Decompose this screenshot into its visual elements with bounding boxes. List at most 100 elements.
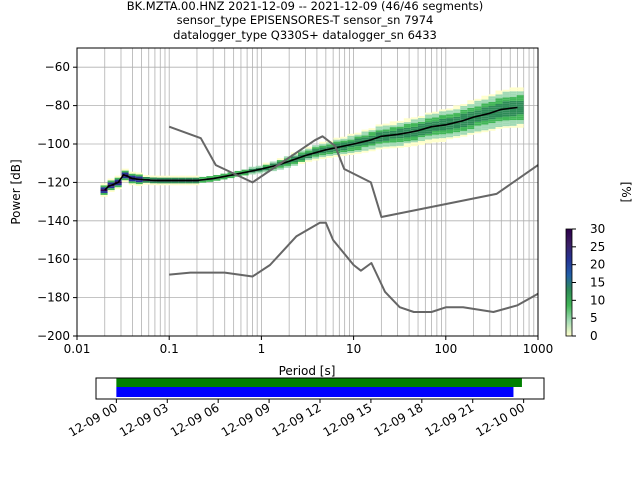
heatmap-cell bbox=[255, 167, 263, 170]
heatmap-cell bbox=[424, 124, 433, 127]
heatmap-cell bbox=[424, 129, 433, 132]
heatmap-cell bbox=[100, 191, 108, 193]
heatmap-cell bbox=[382, 137, 390, 139]
y-tick-label: −120 bbox=[37, 175, 70, 189]
heatmap-cell bbox=[446, 121, 454, 124]
heatmap-cell bbox=[481, 99, 489, 102]
heatmap-cell bbox=[326, 155, 334, 158]
heatmap-cell bbox=[248, 166, 256, 169]
heatmap-cell bbox=[439, 138, 447, 141]
heatmap-cell bbox=[460, 134, 468, 137]
heatmap-cell bbox=[114, 183, 122, 186]
heatmap-cell bbox=[417, 123, 425, 126]
heatmap-cell bbox=[375, 147, 383, 150]
heatmap-cell bbox=[488, 101, 496, 104]
heatmap-cell bbox=[354, 148, 362, 150]
heatmap-cell bbox=[340, 142, 348, 145]
heatmap-cell bbox=[248, 172, 256, 175]
heatmap-cell bbox=[121, 170, 129, 173]
heatmap-cell bbox=[424, 118, 433, 121]
heatmap-cell bbox=[509, 114, 517, 117]
heatmap-cell bbox=[446, 112, 454, 115]
heatmap-cell bbox=[312, 158, 320, 161]
heatmap-cell bbox=[192, 181, 200, 184]
heatmap-cell bbox=[375, 126, 383, 129]
heatmap-cell bbox=[488, 109, 496, 112]
heatmap-cell bbox=[305, 150, 313, 153]
heatmap-cell bbox=[432, 117, 440, 120]
heatmap-cell bbox=[114, 187, 122, 190]
heatmap-cell bbox=[516, 118, 524, 121]
heatmap-cell bbox=[361, 148, 369, 151]
heatmap-cell bbox=[453, 124, 461, 127]
heatmap-cell bbox=[382, 138, 390, 141]
heatmap-cell bbox=[410, 144, 418, 147]
heatmap-cell bbox=[481, 101, 489, 104]
heatmap-cell bbox=[502, 120, 510, 123]
low-noise-model-line bbox=[169, 221, 539, 313]
coverage-tick-label: 12-09 09 bbox=[219, 400, 273, 439]
heatmap-cell bbox=[481, 97, 489, 100]
heatmap-cell bbox=[410, 132, 418, 135]
heatmap-cell bbox=[149, 183, 157, 186]
heatmap-cell bbox=[354, 132, 362, 135]
grid bbox=[77, 48, 538, 337]
heatmap-cell bbox=[446, 127, 454, 130]
y-tick-label: −180 bbox=[37, 291, 70, 305]
heatmap-cell bbox=[149, 181, 157, 184]
heatmap-cell bbox=[509, 110, 517, 113]
heatmap-cell bbox=[389, 130, 397, 133]
heatmap-cell bbox=[375, 132, 383, 135]
x-tick-label: 0.1 bbox=[160, 342, 179, 356]
heatmap-cell bbox=[375, 141, 383, 144]
heatmap-cell bbox=[460, 104, 468, 106]
heatmap-cell bbox=[424, 120, 433, 123]
heatmap-cell bbox=[382, 127, 390, 130]
heatmap-cell bbox=[453, 136, 461, 139]
heatmap-cell bbox=[432, 127, 440, 129]
heatmap-cell bbox=[502, 110, 510, 113]
heatmap-cell bbox=[368, 149, 376, 152]
heatmap-cell bbox=[467, 113, 475, 116]
heatmap-cell bbox=[305, 152, 313, 155]
heatmap-cell bbox=[488, 100, 496, 102]
heatmap-cell bbox=[142, 180, 150, 183]
heatmap-cell bbox=[446, 125, 454, 128]
coverage-tick-label: 12-10 00 bbox=[473, 400, 527, 439]
x-axis-ticks: 0.01 0.1 1 10 100 1000 bbox=[64, 336, 553, 356]
colorbar-tick-label: 20 bbox=[590, 258, 605, 272]
heatmap-cell bbox=[474, 102, 482, 105]
y-tick-label: −60 bbox=[45, 60, 70, 74]
heatmap-cell bbox=[516, 106, 524, 109]
heatmap-cell bbox=[375, 139, 383, 142]
heatmap-cell bbox=[333, 137, 341, 140]
coverage-bar-green bbox=[116, 378, 522, 387]
heatmap-cell bbox=[460, 123, 468, 126]
heatmap-cell bbox=[502, 124, 510, 127]
heatmap-cell bbox=[121, 172, 129, 175]
heatmap-cell bbox=[481, 95, 489, 98]
heatmap-cell bbox=[446, 119, 454, 122]
heatmap-cell bbox=[439, 120, 447, 123]
heatmap-cell bbox=[403, 124, 411, 126]
heatmap-cell bbox=[417, 129, 425, 132]
heatmap-cell bbox=[178, 177, 186, 180]
colorbar-tick-label: 10 bbox=[590, 293, 605, 307]
heatmap-cell bbox=[283, 162, 291, 164]
heatmap-cell bbox=[410, 123, 418, 126]
heatmap-cell bbox=[410, 128, 418, 131]
heatmap-cell bbox=[460, 132, 468, 135]
heatmap-cell bbox=[474, 110, 482, 113]
heatmap-cell bbox=[396, 120, 404, 123]
heatmap-cell bbox=[460, 109, 468, 112]
heatmap-cell bbox=[368, 135, 376, 138]
heatmap-cell bbox=[368, 139, 376, 142]
heatmap-cell bbox=[495, 123, 503, 126]
x-tick-label: 0.01 bbox=[64, 342, 91, 356]
heatmap-cell bbox=[164, 177, 172, 180]
coverage-tick-label: 12-09 18 bbox=[372, 400, 426, 439]
heatmap-cell bbox=[171, 183, 179, 186]
heatmap-cell bbox=[290, 156, 299, 159]
heatmap-cell bbox=[509, 98, 517, 101]
